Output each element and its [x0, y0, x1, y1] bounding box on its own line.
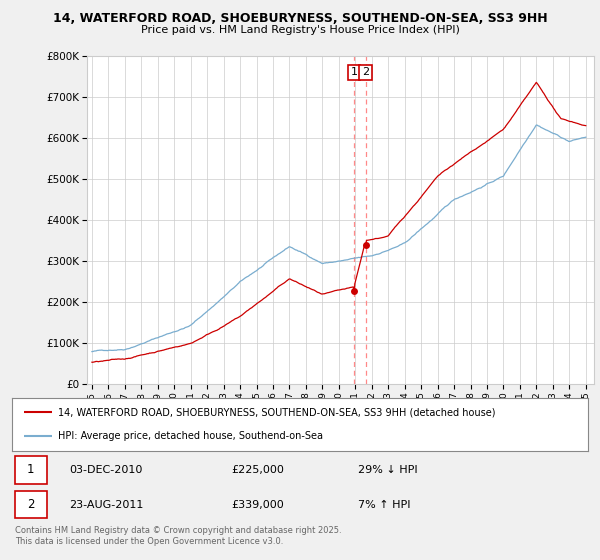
FancyBboxPatch shape	[15, 456, 47, 484]
Text: 1: 1	[27, 463, 34, 477]
Text: HPI: Average price, detached house, Southend-on-Sea: HPI: Average price, detached house, Sout…	[58, 431, 323, 441]
Text: 14, WATERFORD ROAD, SHOEBURYNESS, SOUTHEND-ON-SEA, SS3 9HH: 14, WATERFORD ROAD, SHOEBURYNESS, SOUTHE…	[53, 12, 547, 25]
Text: 23-AUG-2011: 23-AUG-2011	[70, 500, 144, 510]
FancyBboxPatch shape	[15, 491, 47, 519]
Text: 29% ↓ HPI: 29% ↓ HPI	[358, 465, 417, 475]
Text: 03-DEC-2010: 03-DEC-2010	[70, 465, 143, 475]
Text: 14, WATERFORD ROAD, SHOEBURYNESS, SOUTHEND-ON-SEA, SS3 9HH (detached house): 14, WATERFORD ROAD, SHOEBURYNESS, SOUTHE…	[58, 408, 496, 418]
Text: £225,000: £225,000	[231, 465, 284, 475]
Text: 1: 1	[350, 67, 358, 77]
Text: Contains HM Land Registry data © Crown copyright and database right 2025.
This d: Contains HM Land Registry data © Crown c…	[15, 526, 341, 546]
Text: £339,000: £339,000	[231, 500, 284, 510]
Text: 2: 2	[362, 67, 369, 77]
Text: 7% ↑ HPI: 7% ↑ HPI	[358, 500, 410, 510]
Text: Price paid vs. HM Land Registry's House Price Index (HPI): Price paid vs. HM Land Registry's House …	[140, 25, 460, 35]
Text: 2: 2	[27, 498, 34, 511]
